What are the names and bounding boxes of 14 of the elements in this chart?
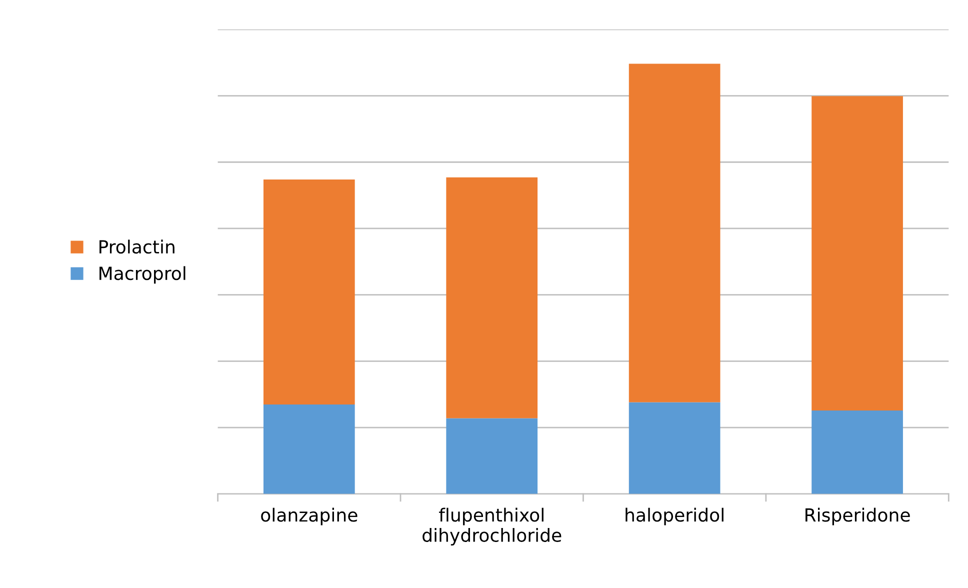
bar bbox=[263, 180, 355, 404]
x-tick-label: flupenthixol dihydrochloride bbox=[422, 508, 562, 546]
bar bbox=[812, 410, 903, 494]
bar bbox=[628, 64, 720, 402]
x-tick-label: Risperidone bbox=[806, 508, 910, 526]
bar bbox=[263, 404, 355, 494]
legend-label: Macroprol bbox=[100, 266, 186, 284]
bar bbox=[446, 177, 538, 418]
bar bbox=[446, 418, 538, 494]
legend-label: Prolactin bbox=[100, 240, 174, 254]
bar bbox=[628, 402, 720, 494]
bar bbox=[812, 96, 903, 410]
x-tick-label: haloperidol bbox=[626, 508, 724, 526]
x-tick-label: olanzapine bbox=[261, 508, 358, 526]
